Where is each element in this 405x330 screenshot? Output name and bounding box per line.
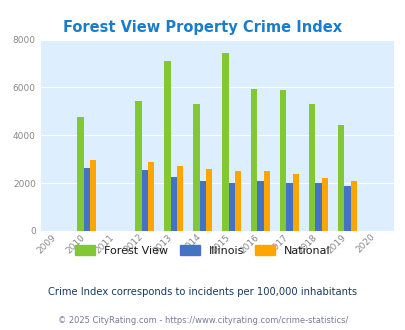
Text: Crime Index corresponds to incidents per 100,000 inhabitants: Crime Index corresponds to incidents per…: [48, 287, 357, 297]
Bar: [343, 186, 350, 231]
Bar: [315, 183, 321, 231]
Bar: [135, 101, 141, 231]
Bar: [308, 104, 315, 231]
Bar: [222, 53, 228, 231]
Bar: [279, 90, 286, 231]
Bar: [141, 170, 148, 231]
Bar: [205, 169, 212, 231]
Bar: [193, 104, 199, 231]
Bar: [321, 178, 327, 231]
Bar: [234, 171, 241, 231]
Bar: [350, 181, 356, 231]
Bar: [77, 117, 83, 231]
Bar: [286, 182, 292, 231]
Bar: [228, 182, 234, 231]
Bar: [170, 177, 177, 231]
Bar: [90, 160, 96, 231]
Legend: Forest View, Illinois, National: Forest View, Illinois, National: [71, 241, 334, 260]
Bar: [83, 168, 90, 231]
Bar: [263, 171, 270, 231]
Text: Forest View Property Crime Index: Forest View Property Crime Index: [63, 20, 342, 35]
Bar: [148, 162, 154, 231]
Bar: [337, 124, 343, 231]
Bar: [164, 61, 170, 231]
Bar: [177, 166, 183, 231]
Bar: [292, 174, 298, 231]
Bar: [199, 182, 205, 231]
Bar: [250, 89, 257, 231]
Bar: [257, 182, 263, 231]
Text: © 2025 CityRating.com - https://www.cityrating.com/crime-statistics/: © 2025 CityRating.com - https://www.city…: [58, 315, 347, 325]
